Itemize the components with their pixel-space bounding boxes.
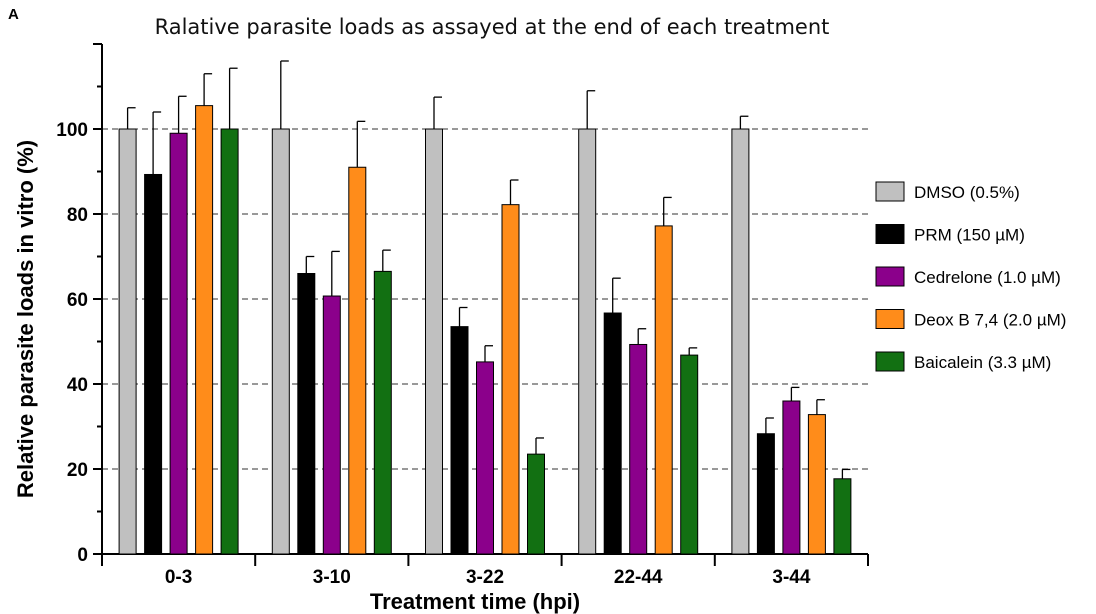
bar [501, 204, 520, 555]
x-tick-label: 22-44 [614, 567, 663, 588]
x-tick-label: 3-22 [466, 567, 504, 588]
chart-title: Ralative parasite loads as assayed at th… [154, 15, 830, 39]
legend-label: Cedrelone (1.0 µM) [914, 268, 1061, 287]
legend-swatch [875, 181, 905, 202]
bar [527, 453, 545, 555]
bar [782, 400, 801, 555]
y-tick-label: 80 [67, 205, 88, 226]
bar [169, 132, 188, 555]
legend-label: Baicalein (3.3 µM) [914, 353, 1051, 372]
legend-swatch [875, 266, 905, 287]
legend-swatch [875, 309, 905, 329]
bar [425, 128, 443, 555]
bar [731, 128, 750, 555]
bar [373, 270, 392, 555]
legend-label: PRM (150 µM) [914, 226, 1025, 245]
x-tick-label: 3-44 [772, 567, 810, 588]
x-axis-label: Treatment time (hpi) [370, 589, 580, 614]
bar [297, 273, 316, 555]
y-tick-label: 20 [67, 460, 88, 481]
y-tick-label: 100 [56, 120, 88, 141]
bar [144, 173, 163, 555]
legend-label: DMSO (0.5%) [914, 183, 1020, 202]
bar [195, 105, 214, 555]
bar [476, 361, 494, 555]
legend-swatch [875, 351, 905, 372]
y-axis-label: Relative parasite loads in vitro (%) [13, 140, 38, 498]
bar [680, 354, 699, 555]
bar [603, 312, 622, 555]
bar [322, 295, 341, 555]
bar [578, 128, 597, 555]
bar [807, 414, 826, 555]
legend-swatch [875, 224, 905, 244]
bar [271, 128, 290, 555]
bar [118, 128, 137, 555]
bar [833, 478, 852, 555]
x-tick-label: 0-3 [165, 567, 192, 588]
y-tick-label: 60 [67, 290, 88, 311]
panel-label: A [8, 6, 19, 23]
bar [450, 326, 469, 555]
x-tick-label: 3-10 [313, 567, 351, 588]
bar [654, 225, 673, 555]
y-tick-label: 40 [67, 375, 88, 396]
y-tick-label: 0 [77, 545, 88, 566]
bar [629, 343, 648, 555]
bar [220, 128, 239, 555]
bar [756, 433, 775, 555]
legend-label: Deox B 7,4 (2.0 µM) [914, 311, 1066, 330]
bar [348, 166, 367, 555]
